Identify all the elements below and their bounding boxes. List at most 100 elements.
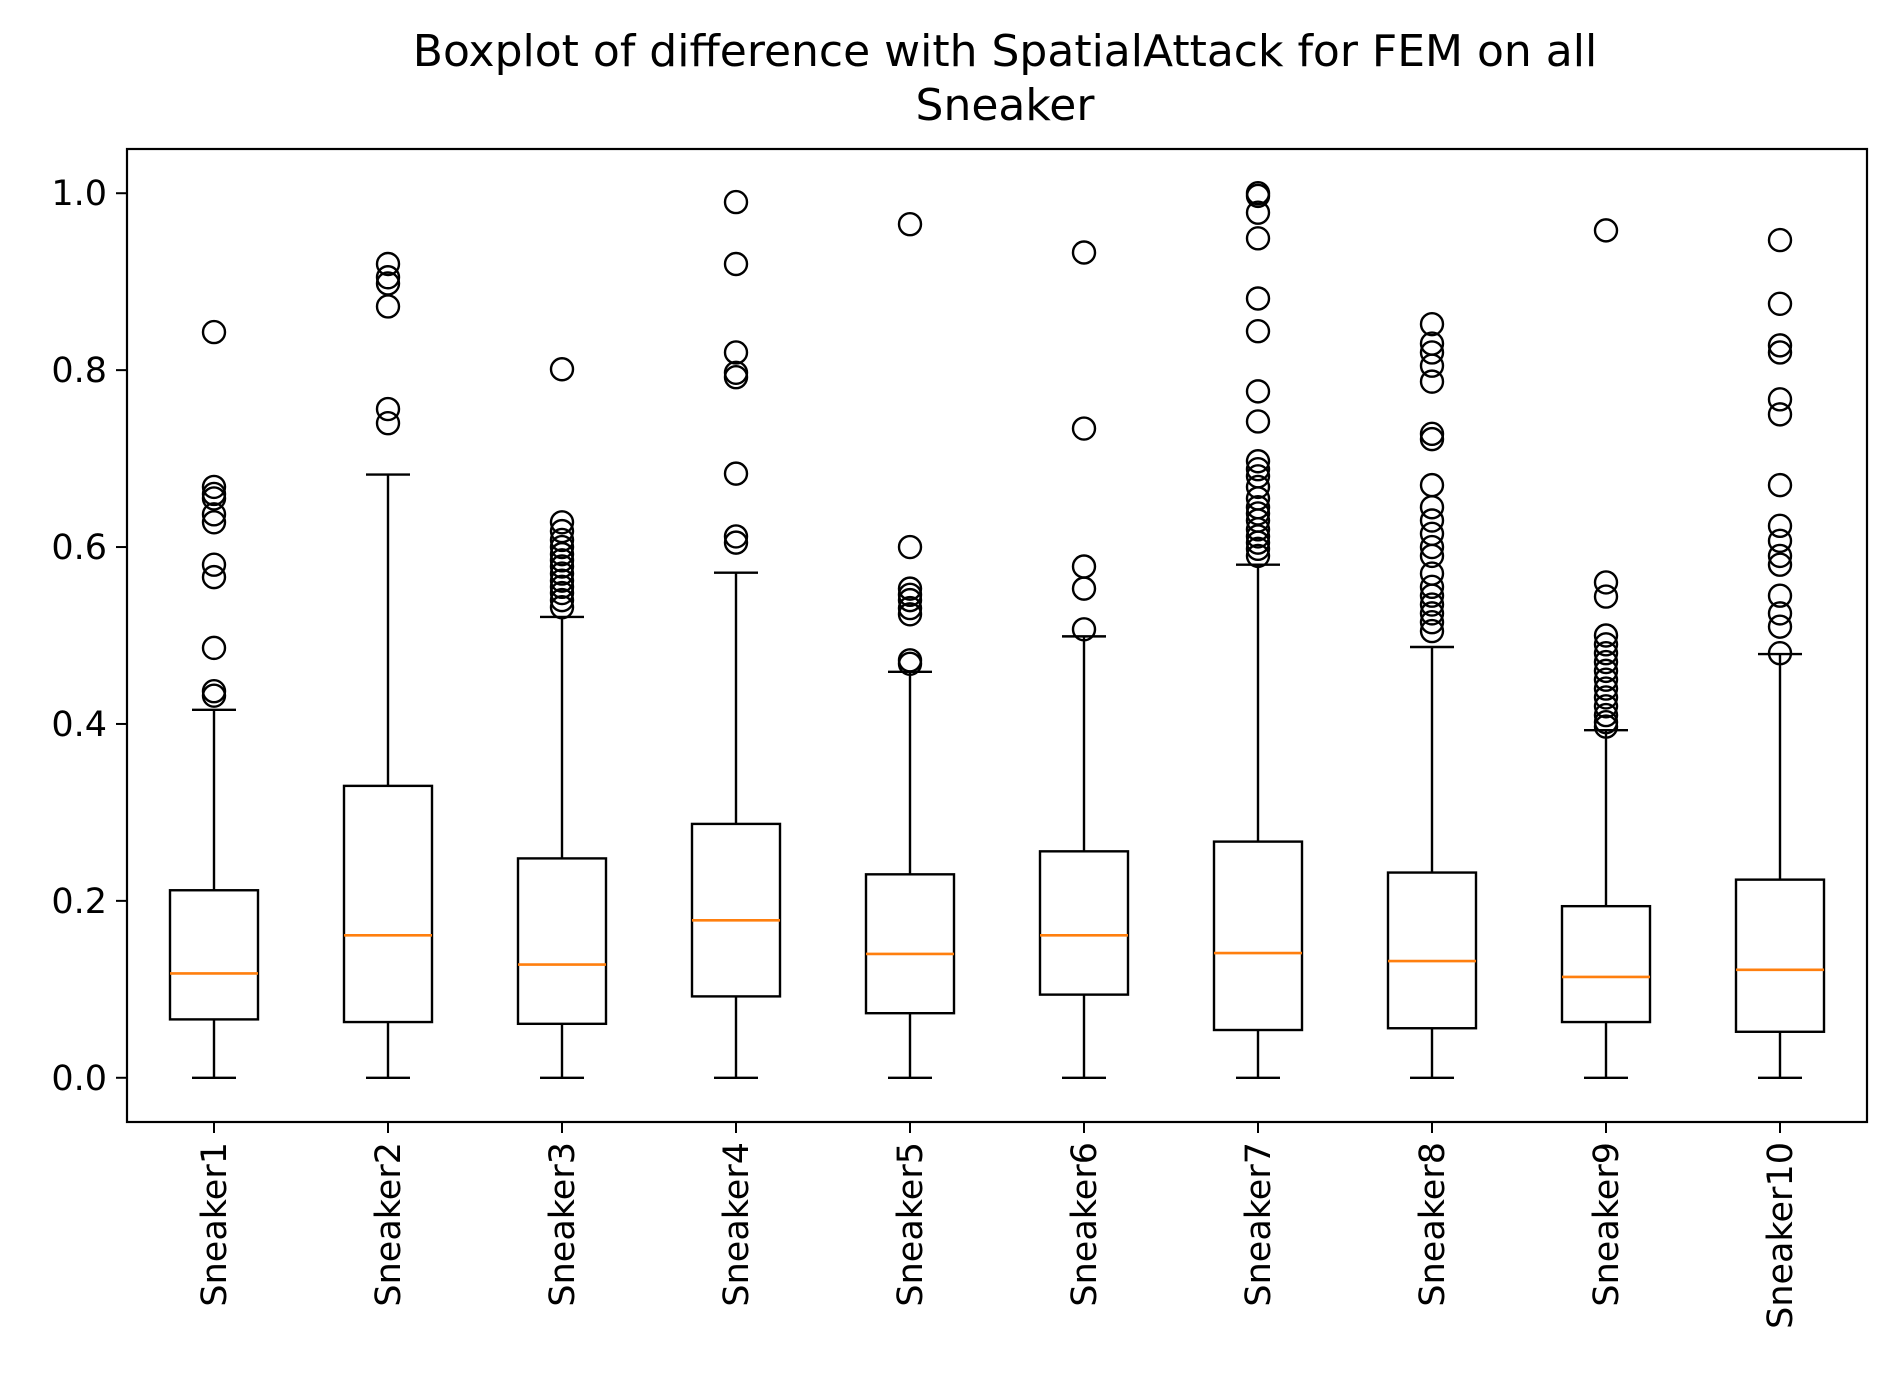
outlier-point [723,365,749,390]
x-tick-label: Sneaker4 [717,1142,757,1307]
outlier-point [1767,402,1793,427]
outlier-point [1245,536,1271,562]
outlier-point [1593,640,1619,666]
box-iqr [864,873,956,1015]
box-iqr [516,857,608,1026]
chart-title-line-2: Sneaker [916,80,1096,131]
outlier-point [1593,649,1619,675]
outlier-point [1071,416,1097,441]
outlier-point [1245,457,1271,482]
outlier-point [1593,218,1619,243]
outlier-point [1245,226,1271,251]
box-iqr [1212,840,1304,1032]
outlier-point [1245,409,1271,434]
outlier-point [1593,676,1619,701]
outlier-point [1419,369,1445,394]
y-tick-label: 0.0 [51,1059,107,1099]
outlier-point [1245,286,1271,311]
outlier-point [549,587,575,613]
axes-frame [125,147,1869,1124]
outlier-point [723,340,749,365]
box-iqr [690,822,782,998]
outlier-point [723,524,749,549]
outlier-point [1593,685,1619,710]
outlier-point [723,530,749,555]
outlier-point [549,527,575,553]
outlier-point [1767,472,1793,498]
outlier-point [549,554,575,579]
outlier-point [549,541,575,567]
outlier-point [201,635,227,661]
outlier-point [1419,534,1445,560]
outlier-point [549,510,575,535]
outlier-point [897,576,923,601]
outlier-point [1419,426,1445,452]
x-tick-label: Sneaker1 [195,1142,235,1307]
outlier-point [549,594,575,620]
outlier-point [1419,495,1445,520]
outlier-point [1245,200,1271,225]
x-tick-label: Sneaker7 [1239,1142,1279,1307]
outlier-point [201,510,227,535]
outlier-point [897,534,923,560]
outlier-point [1245,319,1271,344]
box-iqr [1734,878,1826,1033]
outlier-point [549,580,575,606]
x-tick-label: Sneaker5 [891,1142,931,1307]
outlier-point [897,582,923,608]
outlier-point [723,251,749,277]
outlier-point [1593,694,1619,719]
box-iqr [1560,904,1652,1024]
outlier-point [1767,291,1793,316]
outlier-point [1593,658,1619,684]
outlier-point [1419,521,1445,546]
outlier-point [1419,508,1445,533]
outlier-point [1245,517,1271,542]
outlier-point [1767,583,1793,608]
outlier-point [201,502,227,527]
outlier-point [201,319,227,345]
outlier-point [1419,340,1445,365]
outlier-point [1593,714,1619,739]
y-tick-label: 0.2 [51,882,107,922]
y-tick-label: 0.8 [51,351,107,391]
outlier-point [1419,311,1445,337]
outlier-point [375,411,401,436]
outlier-point [1245,524,1271,549]
outlier-point [1419,601,1445,626]
outlier-point [1767,543,1793,569]
chart-title-line-1: Boxplot of difference with SpatialAttack… [413,26,1597,77]
outlier-point [201,474,227,500]
x-tick-label: Sneaker3 [543,1142,583,1307]
outlier-point [723,461,749,486]
outlier-point [1767,614,1793,639]
outlier-point [1419,353,1445,378]
outlier-point [897,602,923,627]
outlier-point [1071,240,1097,265]
y-tick-label: 0.6 [51,528,107,568]
box-iqr [1038,850,1130,996]
outlier-point [1419,592,1445,617]
outlier-point [1245,379,1271,404]
outlier-point [375,265,401,290]
x-tick-label: Sneaker10 [1761,1142,1801,1329]
outlier-point [1419,543,1445,569]
outlier-point [1593,584,1619,609]
outlier-point [1593,667,1619,692]
outlier-point [1245,474,1271,500]
outlier-point [1419,618,1445,644]
outlier-point [375,251,401,277]
outlier-point [1767,552,1793,577]
outlier-point [897,211,923,237]
outlier-point [1767,640,1793,666]
outlier-point [549,574,575,600]
outlier-point [1071,576,1097,601]
outlier-point [549,561,575,586]
outlier-point [1245,530,1271,555]
outlier-point [375,396,401,422]
outlier-point [1767,387,1793,412]
outlier-point [1767,227,1793,253]
outlier-point [1767,340,1793,365]
